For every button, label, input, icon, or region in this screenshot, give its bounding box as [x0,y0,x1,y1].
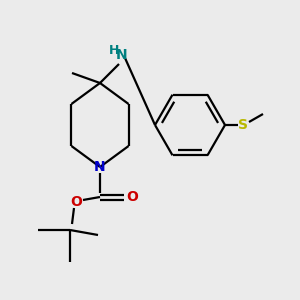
Text: O: O [70,195,82,209]
Text: N: N [116,48,128,62]
Text: S: S [238,118,248,132]
Text: O: O [126,190,138,204]
Text: H: H [109,44,119,56]
Text: N: N [94,160,106,174]
